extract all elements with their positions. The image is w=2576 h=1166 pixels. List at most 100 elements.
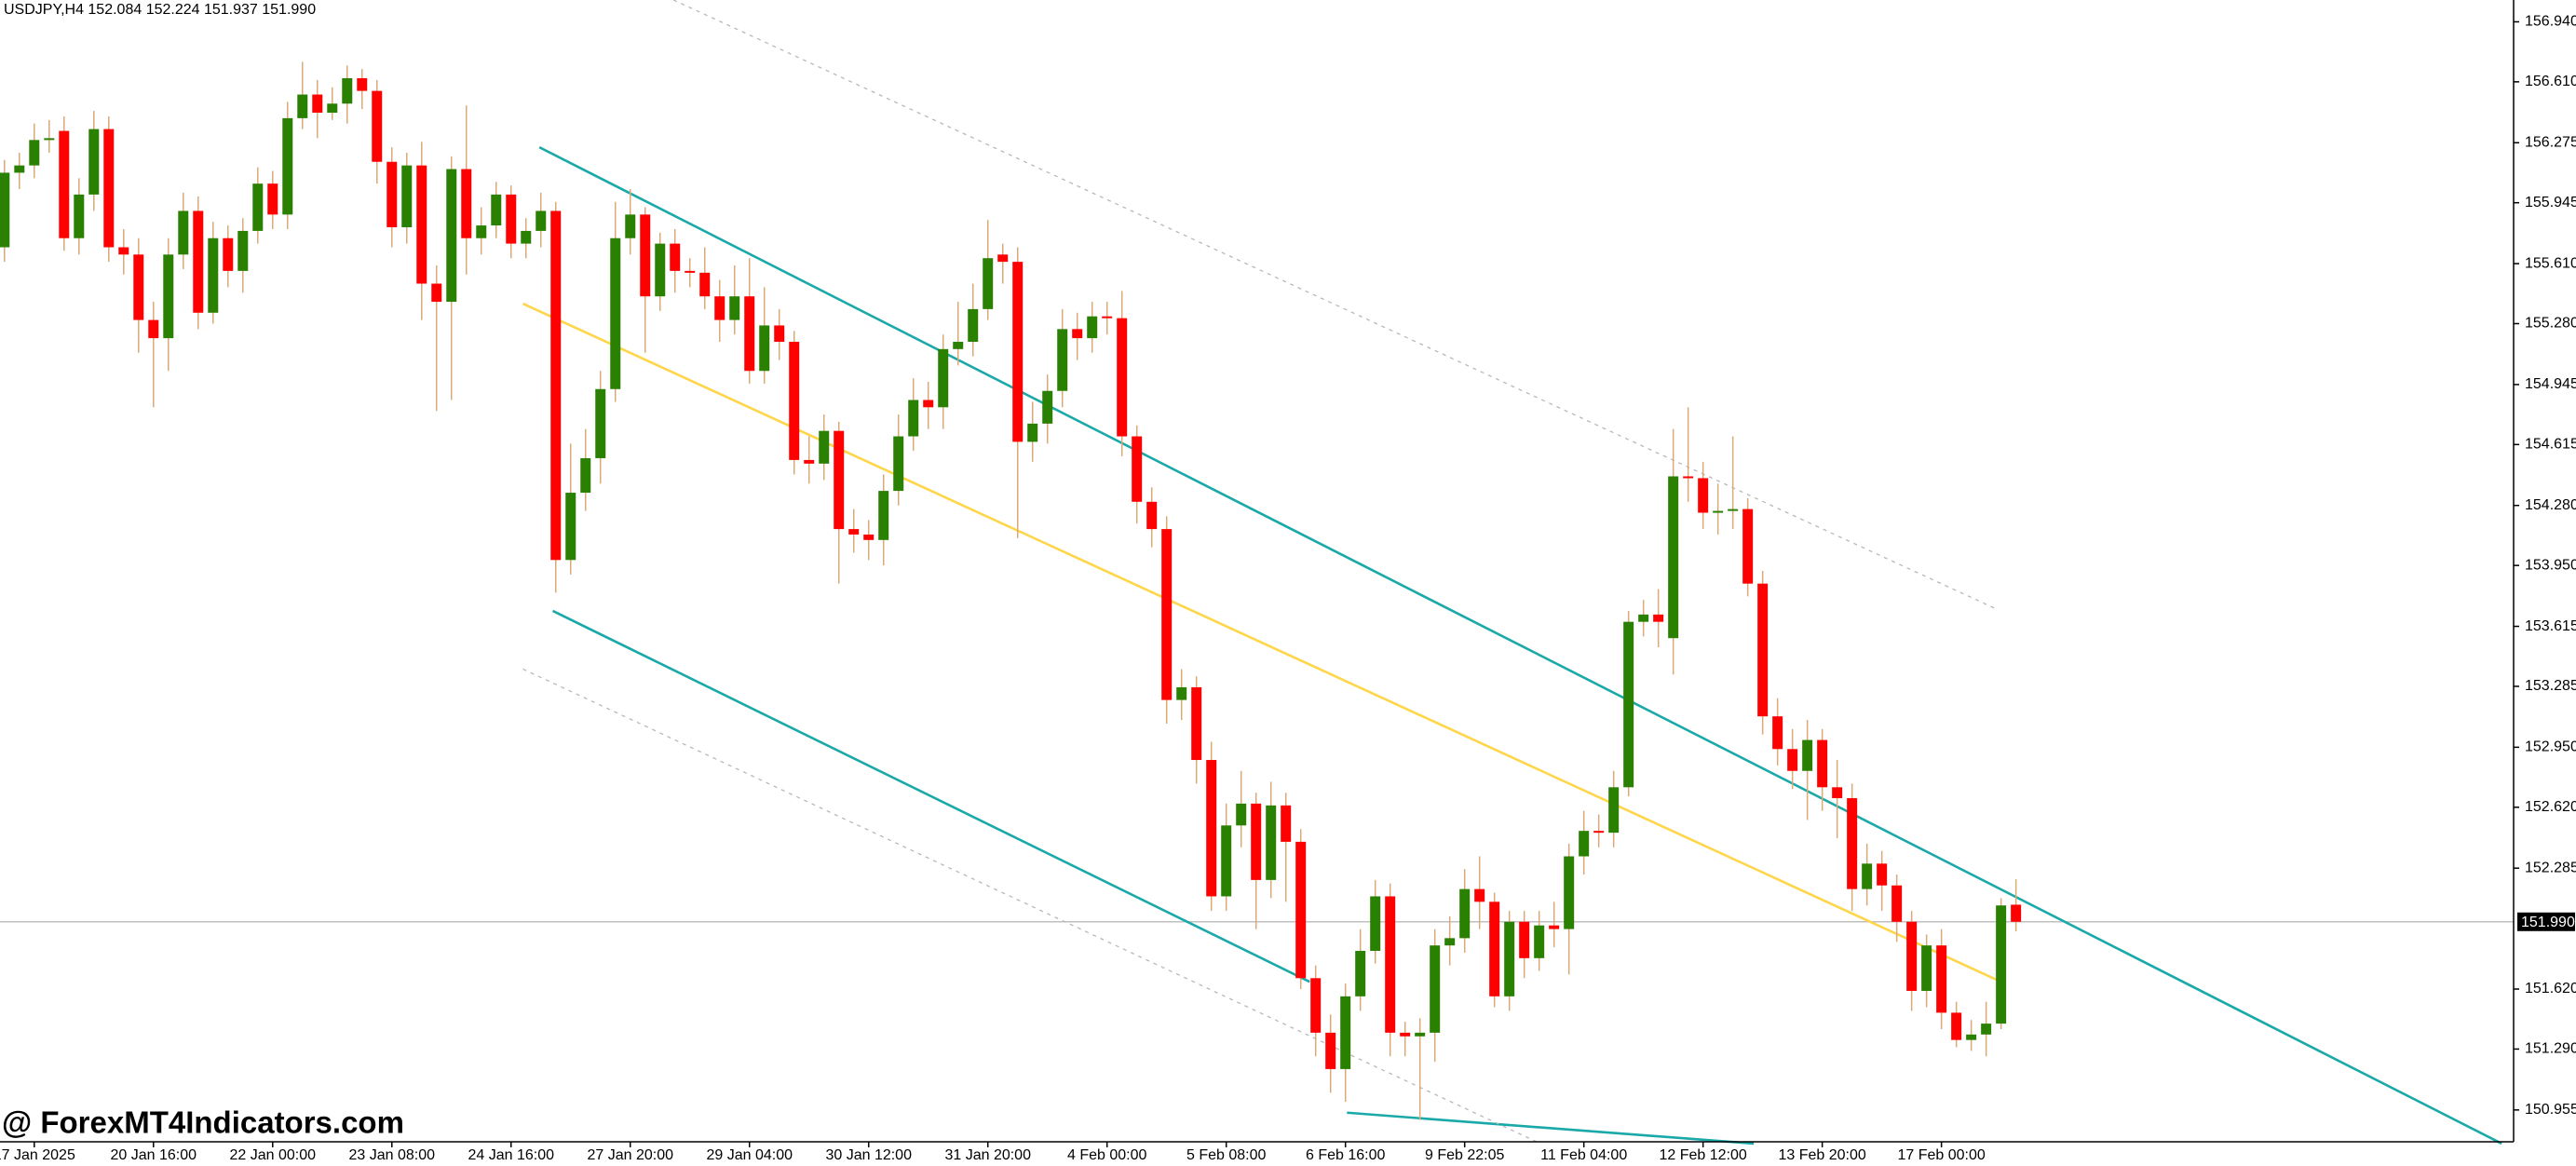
candle-body bbox=[1400, 1032, 1411, 1037]
candle-body bbox=[536, 210, 547, 231]
channel-line bbox=[522, 668, 1541, 1145]
candle-body bbox=[223, 237, 234, 271]
candle-body bbox=[1728, 508, 1739, 511]
candle-body bbox=[461, 169, 472, 238]
candle-body bbox=[1564, 856, 1575, 929]
candle-body bbox=[983, 258, 994, 309]
candle-body bbox=[848, 529, 860, 535]
candle-body bbox=[1951, 1012, 1962, 1040]
candle-body bbox=[1936, 945, 1947, 1013]
candle-body bbox=[1340, 996, 1351, 1069]
candle-body bbox=[29, 140, 40, 166]
candle-body bbox=[1146, 501, 1158, 530]
candle-body bbox=[88, 129, 100, 195]
y-tick-label: 152.620 bbox=[2525, 799, 2576, 815]
candle-body bbox=[1042, 390, 1053, 424]
candle-body bbox=[863, 534, 874, 540]
candle-body bbox=[521, 230, 532, 244]
candle-body bbox=[357, 77, 368, 91]
candle-body bbox=[759, 325, 770, 372]
candle-body bbox=[1444, 938, 1456, 946]
candle-body bbox=[938, 348, 949, 408]
candle-body bbox=[1921, 945, 1932, 991]
price-label: 151.990 bbox=[2521, 915, 2575, 930]
candle-body bbox=[1310, 978, 1322, 1033]
candle-body bbox=[372, 90, 383, 162]
y-tick-label: 154.945 bbox=[2525, 376, 2576, 392]
candle-body bbox=[1385, 896, 1396, 1033]
candle-body bbox=[1355, 951, 1366, 997]
candle-body bbox=[1877, 863, 1888, 886]
candle-body bbox=[685, 270, 696, 273]
y-tick-label: 156.275 bbox=[2525, 134, 2576, 150]
candle-body bbox=[565, 493, 576, 561]
candle-body bbox=[1668, 476, 1679, 639]
candle-body bbox=[1817, 739, 1828, 788]
candle-body bbox=[908, 400, 919, 437]
candle-body bbox=[774, 325, 785, 343]
candle-body bbox=[1757, 583, 1769, 717]
candle-body bbox=[14, 165, 25, 173]
candle-body bbox=[0, 172, 10, 248]
candle-body bbox=[506, 194, 517, 244]
candle-body bbox=[1117, 318, 1128, 437]
candle-body bbox=[1370, 896, 1381, 952]
candle-body bbox=[655, 243, 666, 297]
candle-body bbox=[386, 161, 398, 228]
candle-body bbox=[1430, 945, 1441, 1033]
candle-body bbox=[1191, 686, 1202, 761]
candle-body bbox=[1623, 621, 1634, 788]
candle-body bbox=[2011, 904, 2022, 922]
candle-body bbox=[327, 103, 338, 114]
candle-body bbox=[297, 94, 308, 118]
candle-body bbox=[1295, 841, 1307, 979]
y-tick-label: 150.955 bbox=[2525, 1102, 2576, 1118]
candle-body bbox=[1281, 805, 1292, 842]
x-tick-label: 31 Jan 20:00 bbox=[944, 1147, 1031, 1163]
chart-title: USDJPY,H4 152.084 152.224 151.937 151.99… bbox=[4, 2, 316, 18]
candle-body bbox=[163, 254, 174, 339]
candle-body bbox=[1966, 1034, 1977, 1040]
y-tick-label: 153.615 bbox=[2525, 618, 2576, 634]
candle-body bbox=[148, 319, 159, 339]
candle-body bbox=[834, 430, 845, 530]
candle-body bbox=[953, 342, 964, 349]
candle-body bbox=[193, 210, 204, 313]
x-tick-label: 23 Jan 08:00 bbox=[349, 1147, 436, 1163]
candle-body bbox=[252, 183, 264, 231]
candle-body bbox=[178, 210, 189, 255]
candle-body bbox=[1504, 921, 1515, 997]
candle-body bbox=[1981, 1024, 1992, 1035]
candle-body bbox=[1787, 749, 1798, 771]
candle-body bbox=[1906, 921, 1918, 991]
candle-body bbox=[610, 237, 621, 389]
y-tick-label: 154.615 bbox=[2525, 437, 2576, 453]
candle-body bbox=[878, 491, 889, 540]
candle-body bbox=[714, 296, 725, 320]
x-tick-label: 17 Feb 00:00 bbox=[1897, 1147, 1985, 1163]
candle-body bbox=[44, 138, 55, 141]
candle-body bbox=[282, 117, 293, 215]
candle-body bbox=[744, 296, 755, 372]
y-tick-label: 154.280 bbox=[2525, 497, 2576, 513]
candle-body bbox=[1608, 787, 1620, 834]
candle-body bbox=[997, 254, 1009, 263]
candle-body bbox=[789, 342, 800, 460]
y-tick-label: 155.280 bbox=[2525, 316, 2576, 332]
y-tick-label: 155.610 bbox=[2525, 255, 2576, 271]
x-tick-label: 6 Feb 16:00 bbox=[1306, 1147, 1386, 1163]
candle-body bbox=[670, 243, 681, 271]
candle-body bbox=[1772, 716, 1783, 750]
candle-body bbox=[312, 94, 323, 114]
candle-body bbox=[1862, 863, 1873, 889]
candle-body bbox=[237, 230, 249, 271]
candle-body bbox=[103, 129, 115, 248]
candle-body bbox=[1325, 1032, 1336, 1069]
candle-body bbox=[1742, 508, 1754, 584]
channel-line bbox=[551, 609, 1310, 983]
y-tick-label: 156.610 bbox=[2525, 74, 2576, 89]
